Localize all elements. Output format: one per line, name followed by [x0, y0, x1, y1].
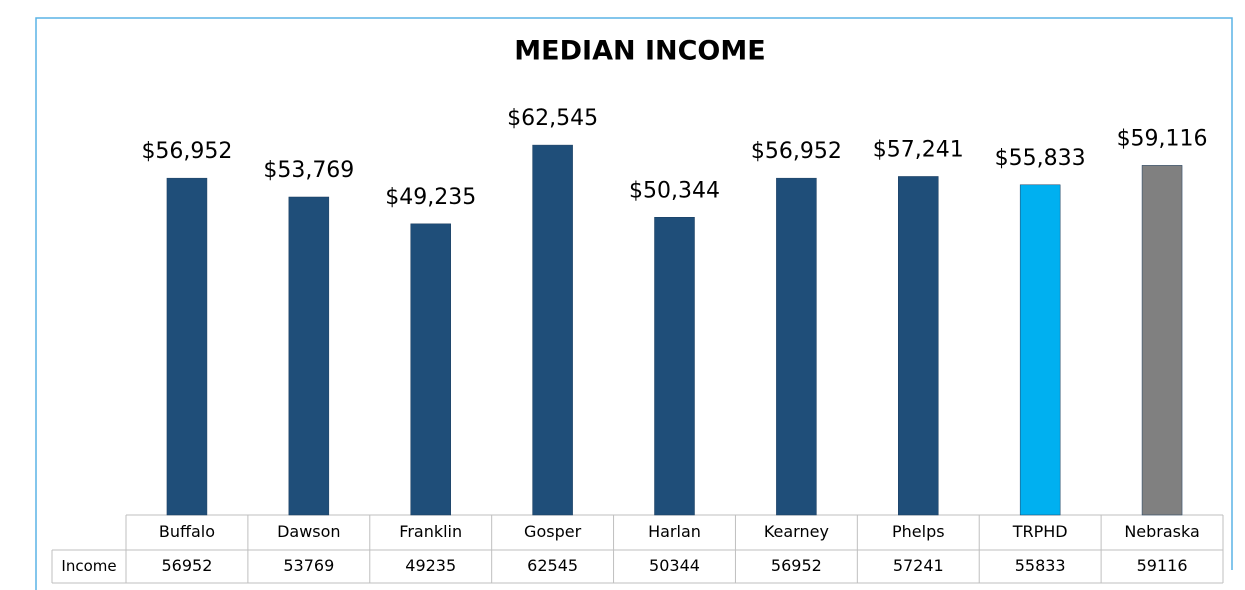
- table-value: 49235: [405, 556, 456, 575]
- x-tick-label: Phelps: [892, 522, 945, 541]
- bar: [410, 223, 451, 516]
- x-tick-label: TRPHD: [1012, 522, 1068, 541]
- table-value: 53769: [283, 556, 334, 575]
- table-value: 56952: [161, 556, 212, 575]
- data-label: $56,952: [751, 139, 842, 164]
- bar: [654, 217, 695, 516]
- bar: [776, 177, 817, 516]
- data-label: $53,769: [263, 158, 354, 183]
- data-label: $55,833: [995, 146, 1086, 171]
- x-tick-label: Harlan: [648, 522, 701, 541]
- bar: [898, 176, 939, 516]
- bar: [1141, 165, 1183, 516]
- frame: [35, 17, 1233, 590]
- table-value: 56952: [771, 556, 822, 575]
- table-value: 57241: [893, 556, 944, 575]
- x-tick-label: Kearney: [764, 522, 829, 541]
- bar: [166, 177, 208, 516]
- data-label: $56,952: [141, 139, 232, 164]
- x-tick-label: Gosper: [524, 522, 582, 541]
- data-label: $50,344: [629, 178, 720, 203]
- x-tick-label: Nebraska: [1124, 522, 1199, 541]
- table-value: 62545: [527, 556, 578, 575]
- data-label: $59,116: [1117, 126, 1208, 151]
- x-tick-label: Buffalo: [159, 522, 215, 541]
- table-value: 50344: [649, 556, 700, 575]
- bar: [532, 144, 573, 516]
- chart-title: MEDIAN INCOME: [514, 36, 765, 67]
- table-value: 55833: [1015, 556, 1066, 575]
- data-label: $49,235: [385, 185, 476, 210]
- table-value: 59116: [1137, 556, 1188, 575]
- x-tick-label: Dawson: [277, 522, 340, 541]
- bar: [1019, 184, 1061, 516]
- data-label: $57,241: [873, 137, 964, 162]
- bar: [288, 196, 330, 516]
- table-row-label: Income: [61, 557, 116, 575]
- data-label: $62,545: [507, 106, 598, 131]
- x-tick-label: Franklin: [399, 522, 462, 541]
